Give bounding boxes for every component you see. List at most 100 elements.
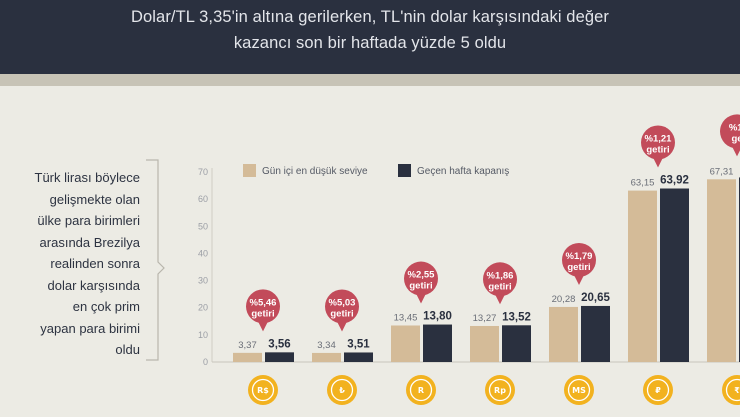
bar-low xyxy=(233,352,262,362)
return-word: getiri xyxy=(567,262,590,273)
icon-symbol: Rp xyxy=(494,386,506,395)
return-bubbles: %5,46getiri%5,03getiri%2,55getiri%1,86ge… xyxy=(246,114,740,332)
return-pct: %5,03 xyxy=(329,297,356,308)
icon-symbol: ₽ xyxy=(655,386,661,395)
bar-low xyxy=(628,190,657,362)
bars: 3,37 3,56 3,34 3,51 13,45 13,80 13,27 13,52 20,2… xyxy=(233,166,740,362)
return-bubble-pointer xyxy=(574,274,584,285)
bar-low xyxy=(312,352,341,362)
note-line: yapan para birimi xyxy=(40,320,140,336)
return-word: getiri xyxy=(409,281,432,292)
icon-ring xyxy=(646,378,670,402)
return-bubble xyxy=(404,261,438,296)
note-brace xyxy=(146,159,165,361)
bar-high xyxy=(581,305,610,362)
legend-label-low: Gün içi en düşük seviye xyxy=(262,166,368,177)
icon-ring xyxy=(567,378,591,402)
return-pct: %1,79 xyxy=(566,251,593,262)
value-label-high: 3,51 xyxy=(347,338,370,350)
legend-swatch-low xyxy=(243,164,256,177)
return-pct: %1,21 xyxy=(645,134,673,145)
return-pct: %1, xyxy=(729,122,740,133)
return-bubble-pointer xyxy=(495,294,505,305)
return-bubble xyxy=(325,289,359,324)
value-label-high: 3,56 xyxy=(268,338,290,350)
return-word: getiri xyxy=(251,308,274,319)
return-pct: %2,55 xyxy=(408,270,436,281)
icon-ring xyxy=(330,378,354,402)
note-line: en çok prim xyxy=(72,299,140,314)
value-label-low: 3,34 xyxy=(317,340,336,351)
icon-ring xyxy=(409,378,433,402)
return-bubble xyxy=(483,262,517,297)
return-bubble xyxy=(641,125,675,160)
rupee-icon xyxy=(722,375,740,405)
return-bubble xyxy=(246,289,280,324)
y-tick-label: 10 xyxy=(198,330,208,340)
value-label-low: 67,31 xyxy=(710,166,734,177)
return-bubble-pointer xyxy=(258,321,268,332)
icon-symbol: ₹ xyxy=(734,386,740,395)
return-bubble-pointer xyxy=(416,293,426,304)
bar-low xyxy=(391,325,420,362)
legend: Gün içi en düşük seviye Geçen hafta kapan… xyxy=(243,164,509,177)
return-pct: %1,86 xyxy=(487,270,514,281)
value-label-low: 13,45 xyxy=(394,312,418,323)
y-tick-label: 20 xyxy=(198,303,208,313)
header-divider-stripe xyxy=(0,74,740,86)
y-tick-label: 30 xyxy=(198,276,208,286)
return-word: getiri xyxy=(646,145,669,156)
return-bubble xyxy=(720,114,740,149)
note-line: dolar karşısında xyxy=(47,277,141,293)
bar-high xyxy=(344,352,373,362)
note-line: oldu xyxy=(115,342,140,357)
value-label-low: 63,15 xyxy=(631,178,655,189)
icon-ring xyxy=(725,378,740,402)
currency-icons: R$ ₺ R Rp MS ₽ ₹ xyxy=(248,375,740,405)
y-tick-label: 50 xyxy=(198,221,208,231)
value-label-high: 63,92 xyxy=(660,175,689,187)
value-label-low: 20,28 xyxy=(552,294,576,305)
bar-low xyxy=(549,306,578,362)
value-label-low: 3,37 xyxy=(238,340,257,351)
icon-symbol: ₺ xyxy=(339,386,345,395)
return-word: getiri xyxy=(330,308,353,319)
return-word: getiri xyxy=(488,281,511,292)
bar-high xyxy=(502,325,531,362)
return-bubble xyxy=(562,242,596,277)
icon-ring xyxy=(488,378,512,402)
icon-symbol: R$ xyxy=(257,386,269,395)
header-banner: Dolar/TL 3,35'in altına gerilerken, TL'n… xyxy=(0,0,740,74)
return-pct: %5,46 xyxy=(250,297,277,308)
legend-label-high: Geçen hafta kapanış xyxy=(417,166,509,177)
return-bubble-pointer xyxy=(653,157,663,168)
icon-symbol: MS xyxy=(572,386,586,395)
value-label-high: 13,52 xyxy=(502,311,531,323)
icon-symbol: R xyxy=(418,386,424,395)
y-tick-label: 0 xyxy=(203,357,208,367)
value-label-high: 20,65 xyxy=(581,292,610,304)
value-label-high: 13,80 xyxy=(423,311,452,323)
headline-line-2: kazancı son bir haftada yüzde 5 oldu xyxy=(233,34,507,52)
icon-ring xyxy=(251,378,275,402)
y-axis: 0 10 20 30 40 50 60 70 xyxy=(198,167,740,367)
y-tick-label: 60 xyxy=(198,194,208,204)
headline-line-1: Dolar/TL 3,35'in altına gerilerken, TL'n… xyxy=(130,8,609,26)
bar-high xyxy=(660,188,689,362)
bar-low xyxy=(707,179,736,362)
bar-low xyxy=(470,325,499,362)
y-tick-label: 70 xyxy=(198,167,208,177)
note-line: Türk lirası böylece xyxy=(34,170,140,185)
y-tick-label: 40 xyxy=(198,248,208,258)
legend-swatch-high xyxy=(398,164,411,177)
note-line: arasında Brezilya xyxy=(39,234,140,250)
bar-high xyxy=(265,352,294,362)
note-line: gelişmekte olan xyxy=(49,191,140,207)
return-bubble-pointer xyxy=(337,321,347,332)
return-bubble-pointer xyxy=(732,146,740,157)
brace-line xyxy=(146,159,165,361)
value-label-low: 13,27 xyxy=(473,313,497,324)
bar-high xyxy=(423,324,452,362)
note-line: ülke para birimleri xyxy=(37,213,140,228)
